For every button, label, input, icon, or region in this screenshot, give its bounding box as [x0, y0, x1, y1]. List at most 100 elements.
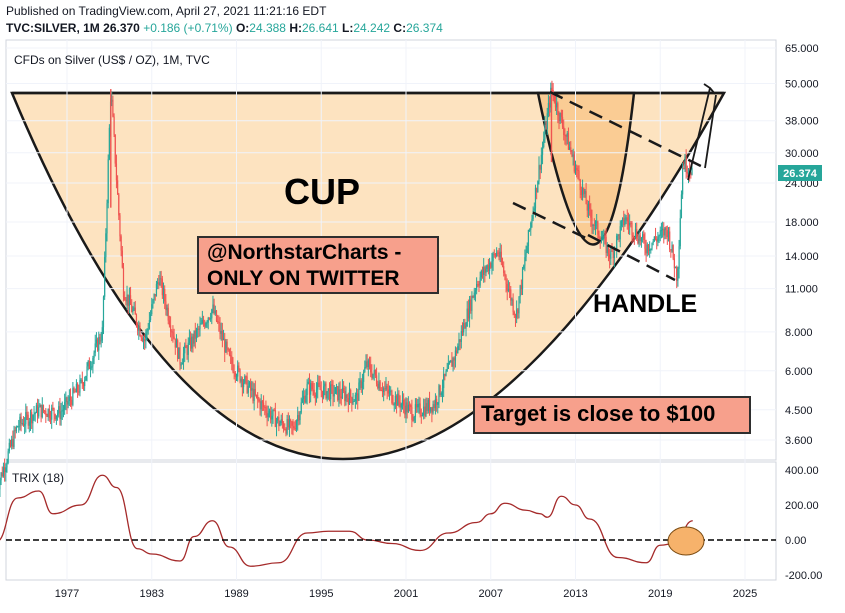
- candle-body: [528, 229, 531, 231]
- candle-body: [640, 237, 643, 242]
- candle-body: [646, 244, 648, 254]
- candle-body: [185, 345, 187, 348]
- candle-body: [189, 337, 192, 349]
- published-line: Published on TradingView.com, April 27, …: [6, 4, 327, 18]
- candle-body: [559, 112, 561, 122]
- candle-body: [604, 235, 606, 237]
- candle-body: [95, 339, 98, 344]
- candle-body: [44, 410, 46, 412]
- candle-body: [448, 362, 451, 364]
- candle-body: [512, 299, 514, 312]
- candle-body: [47, 409, 49, 417]
- candle-body: [64, 402, 66, 410]
- candle-body: [326, 391, 328, 399]
- candle-body: [566, 133, 568, 137]
- candle-body: [677, 268, 679, 281]
- candle-body: [610, 250, 612, 259]
- candle-body: [673, 258, 675, 269]
- candle-body: [546, 113, 548, 130]
- candle-body: [523, 265, 525, 269]
- candle-body: [226, 341, 228, 349]
- candle-body: [348, 389, 351, 405]
- candle-body: [167, 307, 169, 321]
- candle-body: [101, 327, 103, 341]
- candle-body: [218, 322, 220, 324]
- candle-body: [377, 383, 379, 389]
- time-axis-tick: 2007: [479, 588, 503, 600]
- candle-body: [496, 252, 498, 257]
- price-axis-tick: 14.000: [785, 251, 819, 263]
- candle-body: [305, 395, 307, 403]
- candle-body: [397, 393, 399, 406]
- candle-body: [498, 253, 500, 258]
- candle-body: [513, 311, 515, 315]
- candle-body: [447, 363, 449, 369]
- candle-body: [606, 244, 608, 254]
- candle-body: [151, 304, 153, 315]
- candle-body: [279, 423, 281, 426]
- price-axis-tick: 11.000: [785, 284, 818, 296]
- candle-body: [250, 382, 252, 391]
- candle-body: [159, 278, 161, 285]
- candle-body: [102, 296, 105, 328]
- candle-body: [387, 389, 389, 394]
- candle-body: [443, 373, 445, 389]
- candle-body: [78, 391, 80, 393]
- candle-body: [239, 369, 241, 382]
- candle-body: [656, 239, 658, 242]
- candle-body: [261, 401, 263, 403]
- candle-body: [112, 99, 114, 117]
- high-value: 26.641: [302, 21, 339, 35]
- candle-body: [273, 409, 275, 411]
- trend-line-lower: [512, 201, 591, 242]
- candle-body: [340, 396, 342, 399]
- candle-body: [171, 331, 173, 333]
- candle-body: [201, 319, 203, 324]
- candle-body: [317, 382, 319, 390]
- candle-body: [333, 393, 335, 397]
- high-label: H:: [289, 21, 302, 35]
- candle-body: [597, 221, 599, 235]
- candle-body: [605, 236, 607, 254]
- candle-body: [637, 238, 639, 244]
- candle-body: [497, 252, 499, 254]
- candle-body: [378, 381, 380, 389]
- candle-body: [488, 263, 491, 271]
- candle-body: [670, 249, 672, 251]
- candle-body: [683, 167, 685, 169]
- trend-line-upper: [549, 90, 706, 170]
- candle-body: [506, 283, 508, 291]
- candle-body: [274, 410, 276, 427]
- price-axis-tick: 38.000: [785, 116, 819, 128]
- candle-body: [538, 165, 540, 182]
- candle-body: [669, 231, 671, 250]
- candle-body: [440, 393, 442, 396]
- candle-body: [665, 227, 667, 231]
- candle-body: [33, 414, 35, 416]
- legend-title: CFDs on Silver (US$ / OZ), 1M, TVC: [14, 53, 210, 67]
- candle-body: [211, 309, 213, 319]
- candle-body: [616, 235, 618, 250]
- candle-body: [600, 239, 602, 243]
- candle-body: [581, 187, 584, 196]
- candle-body: [598, 234, 600, 239]
- candle-body: [245, 376, 247, 378]
- candle-body: [2, 467, 5, 477]
- candle-body: [571, 151, 573, 157]
- candle-body: [612, 250, 614, 259]
- candle-body: [74, 391, 76, 393]
- candle-body: [179, 347, 181, 365]
- candle-body: [479, 277, 481, 286]
- candle-body: [25, 412, 27, 425]
- candle-body: [417, 404, 419, 408]
- candle-body: [132, 309, 134, 312]
- candle-body: [492, 253, 494, 262]
- candle-body: [295, 421, 298, 429]
- candle-body: [556, 103, 558, 108]
- candle-body: [452, 358, 454, 367]
- candle-body: [126, 294, 128, 302]
- candle-body: [142, 339, 145, 342]
- candle-body: [51, 407, 53, 420]
- time-axis-tick: 2001: [394, 588, 418, 600]
